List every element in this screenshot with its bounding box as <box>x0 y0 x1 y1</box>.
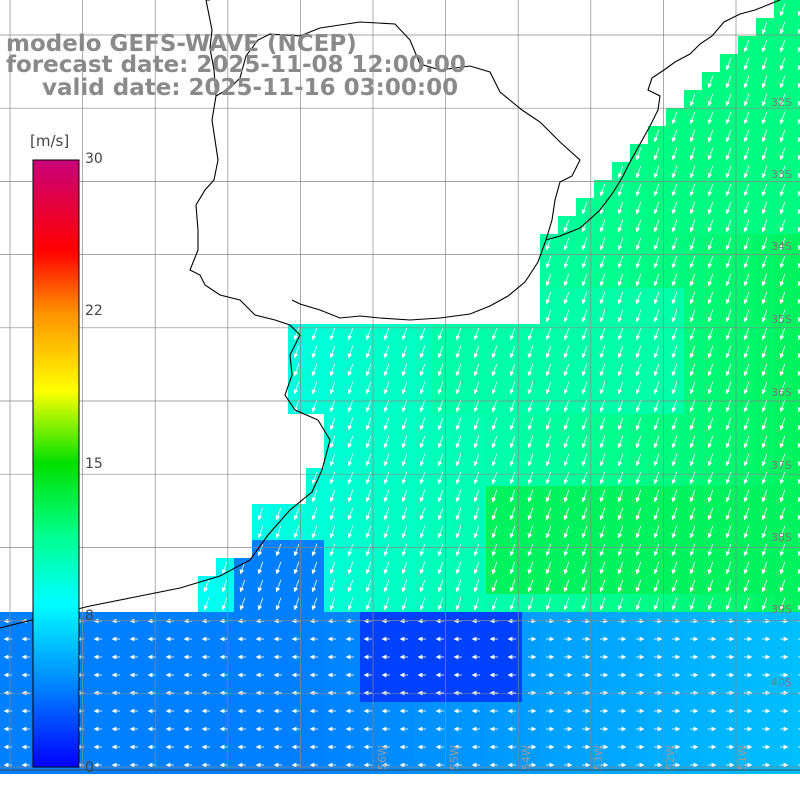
valid-date: valid date: 2025-11-16 03:00:00 <box>42 75 459 101</box>
wind-speed-cell <box>792 288 800 306</box>
lat-label: 34S <box>771 240 792 253</box>
wind-speed-cell <box>792 414 800 432</box>
wind-speed-cell <box>792 234 800 252</box>
wind-speed-cell <box>792 54 800 72</box>
wind-speed-cell <box>792 90 800 108</box>
colorbar-tick-0: 0 <box>85 760 94 776</box>
wind-speed-cell <box>792 72 800 90</box>
wind-speed-cell <box>792 702 800 720</box>
wind-speed-cell <box>792 540 800 558</box>
wind-speed-cell <box>792 144 800 162</box>
lat-label: 33S <box>771 168 792 181</box>
lat-label: 37S <box>771 459 792 472</box>
wind-speed-cell <box>792 504 800 522</box>
wind-speed-cell <box>792 360 800 378</box>
wind-speed-cell <box>792 306 800 324</box>
wind-speed-cell <box>792 396 800 414</box>
wind-speed-cell <box>792 36 800 54</box>
wind-speed-cell <box>792 648 800 666</box>
lat-label: 35S <box>771 313 792 326</box>
colorbar-tick-8: 8 <box>85 608 94 624</box>
wind-speed-cell <box>792 468 800 486</box>
colorbar-tick-22: 22 <box>85 303 103 319</box>
wind-speed-cell <box>792 432 800 450</box>
wind-speed-cell <box>792 486 800 504</box>
wind-speed-cell <box>792 162 800 180</box>
wind-speed-cell <box>792 252 800 270</box>
wind-speed-cell <box>792 0 800 18</box>
lon-label: 52W <box>664 745 677 770</box>
lon-label: 53W <box>592 745 605 770</box>
wind-speed-cell <box>792 576 800 594</box>
wind-speed-cell <box>792 612 800 630</box>
wind-speed-cell <box>792 342 800 360</box>
lat-label: 39S <box>771 603 792 616</box>
wind-speed-cell <box>792 180 800 198</box>
wind-speed-cell <box>792 18 800 36</box>
wind-speed-cell <box>792 684 800 702</box>
colorbar-tick-15: 15 <box>85 456 103 472</box>
wind-speed-cell <box>792 522 800 540</box>
wind-speed-cell <box>792 378 800 396</box>
lon-label: 51W <box>736 745 749 770</box>
wind-speed-cell <box>792 126 800 144</box>
wind-speed-cell <box>792 630 800 648</box>
wind-speed-cell <box>792 720 800 738</box>
lon-label: 56W <box>376 745 389 770</box>
wind-speed-cell <box>792 558 800 576</box>
lon-label: 55W <box>448 745 461 770</box>
wind-speed-cell <box>792 450 800 468</box>
colorbar-unit: [m/s] <box>30 132 70 150</box>
colorbar-tick-30: 30 <box>85 151 103 167</box>
lat-label: 32S <box>771 96 792 109</box>
wind-speed-cell <box>792 270 800 288</box>
wind-speed-field <box>0 0 800 774</box>
forecast-date: forecast date: 2025-11-08 12:00:00 <box>6 52 466 78</box>
wind-speed-cell <box>792 324 800 342</box>
lat-label: 38S <box>771 531 792 544</box>
wind-speed-cell <box>792 666 800 684</box>
lon-label: 54W <box>520 745 533 770</box>
wind-speed-cell <box>792 594 800 612</box>
lat-label: 40S <box>771 676 792 689</box>
wind-speed-cell <box>792 198 800 216</box>
wind-speed-cell <box>792 108 800 126</box>
lat-label: 36S <box>771 386 792 399</box>
wind-speed-cell <box>792 216 800 234</box>
